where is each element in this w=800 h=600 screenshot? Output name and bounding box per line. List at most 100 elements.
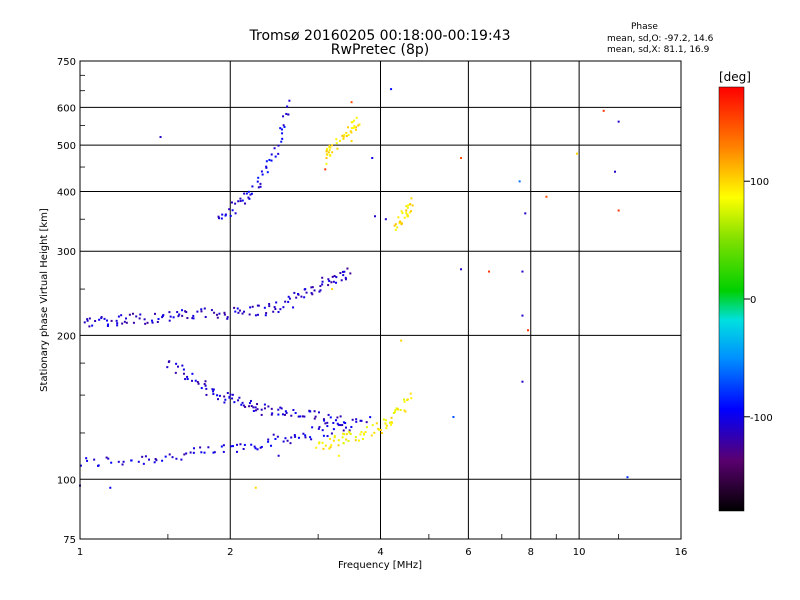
data-point	[326, 421, 329, 424]
data-point	[117, 460, 120, 463]
data-point	[177, 315, 180, 318]
data-point	[313, 289, 316, 292]
data-point	[97, 464, 100, 467]
data-point	[186, 317, 189, 320]
data-point	[395, 407, 398, 410]
data-point	[257, 176, 260, 179]
data-point	[355, 418, 358, 421]
data-point	[409, 203, 412, 206]
data-point	[161, 314, 164, 317]
data-point	[254, 406, 257, 409]
data-point	[400, 210, 403, 213]
data-point	[217, 215, 220, 218]
data-point	[204, 384, 207, 387]
data-point	[157, 317, 160, 320]
data-point	[341, 134, 344, 137]
data-point	[327, 284, 330, 287]
data-point	[527, 329, 530, 332]
x-tick-labels: 1 2 4 6 8 10 16	[77, 547, 688, 558]
data-point	[280, 140, 283, 143]
data-point	[213, 451, 216, 454]
data-point	[249, 193, 252, 196]
y-tick-label: 300	[57, 247, 76, 258]
data-point	[191, 372, 194, 375]
data-point	[331, 275, 334, 278]
data-point	[332, 280, 335, 283]
data-point	[212, 388, 215, 391]
data-point	[341, 270, 344, 273]
data-point	[340, 279, 343, 282]
data-point	[303, 296, 306, 299]
data-point	[355, 116, 358, 119]
data-point	[302, 432, 305, 435]
data-point	[211, 388, 214, 391]
data-point	[344, 278, 347, 281]
data-point	[365, 426, 368, 429]
data-point	[344, 276, 347, 279]
data-point	[107, 323, 110, 326]
data-point	[345, 438, 348, 441]
data-point	[371, 157, 374, 160]
data-point	[300, 295, 303, 298]
data-point	[107, 457, 110, 460]
data-point	[314, 415, 317, 418]
data-point	[332, 428, 335, 431]
data-point	[257, 186, 260, 189]
data-point	[293, 291, 296, 294]
data-point	[226, 316, 229, 319]
data-point	[116, 322, 119, 325]
data-point	[373, 431, 376, 434]
data-point	[215, 313, 218, 316]
data-point	[235, 450, 238, 453]
data-point	[284, 413, 287, 416]
data-point	[408, 211, 411, 214]
data-point	[385, 424, 388, 427]
data-point	[327, 278, 330, 281]
data-point	[360, 431, 363, 434]
data-point	[521, 314, 524, 317]
data-point	[210, 309, 213, 312]
data-point	[264, 314, 267, 317]
data-point	[250, 192, 253, 195]
data-point	[282, 306, 285, 309]
y-tick-label: 400	[57, 187, 76, 198]
data-point	[310, 292, 313, 295]
data-point	[218, 217, 221, 220]
data-point	[403, 400, 406, 403]
data-point	[331, 151, 334, 154]
x-tick-label: 2	[227, 547, 233, 558]
data-point	[98, 318, 101, 321]
data-point	[256, 408, 259, 411]
data-point	[79, 464, 82, 467]
data-point	[220, 217, 223, 220]
data-point	[406, 214, 409, 217]
data-point	[260, 413, 263, 416]
data-point	[349, 130, 352, 133]
data-point	[200, 387, 203, 390]
data-point	[200, 310, 203, 313]
data-point	[333, 436, 336, 439]
data-point	[141, 455, 144, 458]
data-point	[398, 220, 401, 223]
data-point	[357, 439, 360, 442]
data-point	[351, 418, 354, 421]
data-point	[284, 410, 287, 413]
data-point	[212, 451, 215, 454]
data-point	[248, 197, 251, 200]
data-point	[521, 270, 524, 273]
data-point	[252, 409, 255, 412]
data-point	[390, 423, 393, 426]
data-point	[169, 315, 172, 318]
data-point	[342, 442, 345, 445]
data-point	[172, 316, 175, 319]
data-point	[130, 459, 133, 462]
data-point	[252, 406, 255, 409]
data-point	[161, 459, 164, 462]
data-point	[226, 391, 229, 394]
data-point	[326, 153, 329, 156]
data-point	[327, 151, 330, 154]
data-point	[150, 319, 153, 322]
data-point	[354, 126, 357, 129]
data-point	[123, 320, 126, 323]
data-point	[94, 319, 97, 322]
